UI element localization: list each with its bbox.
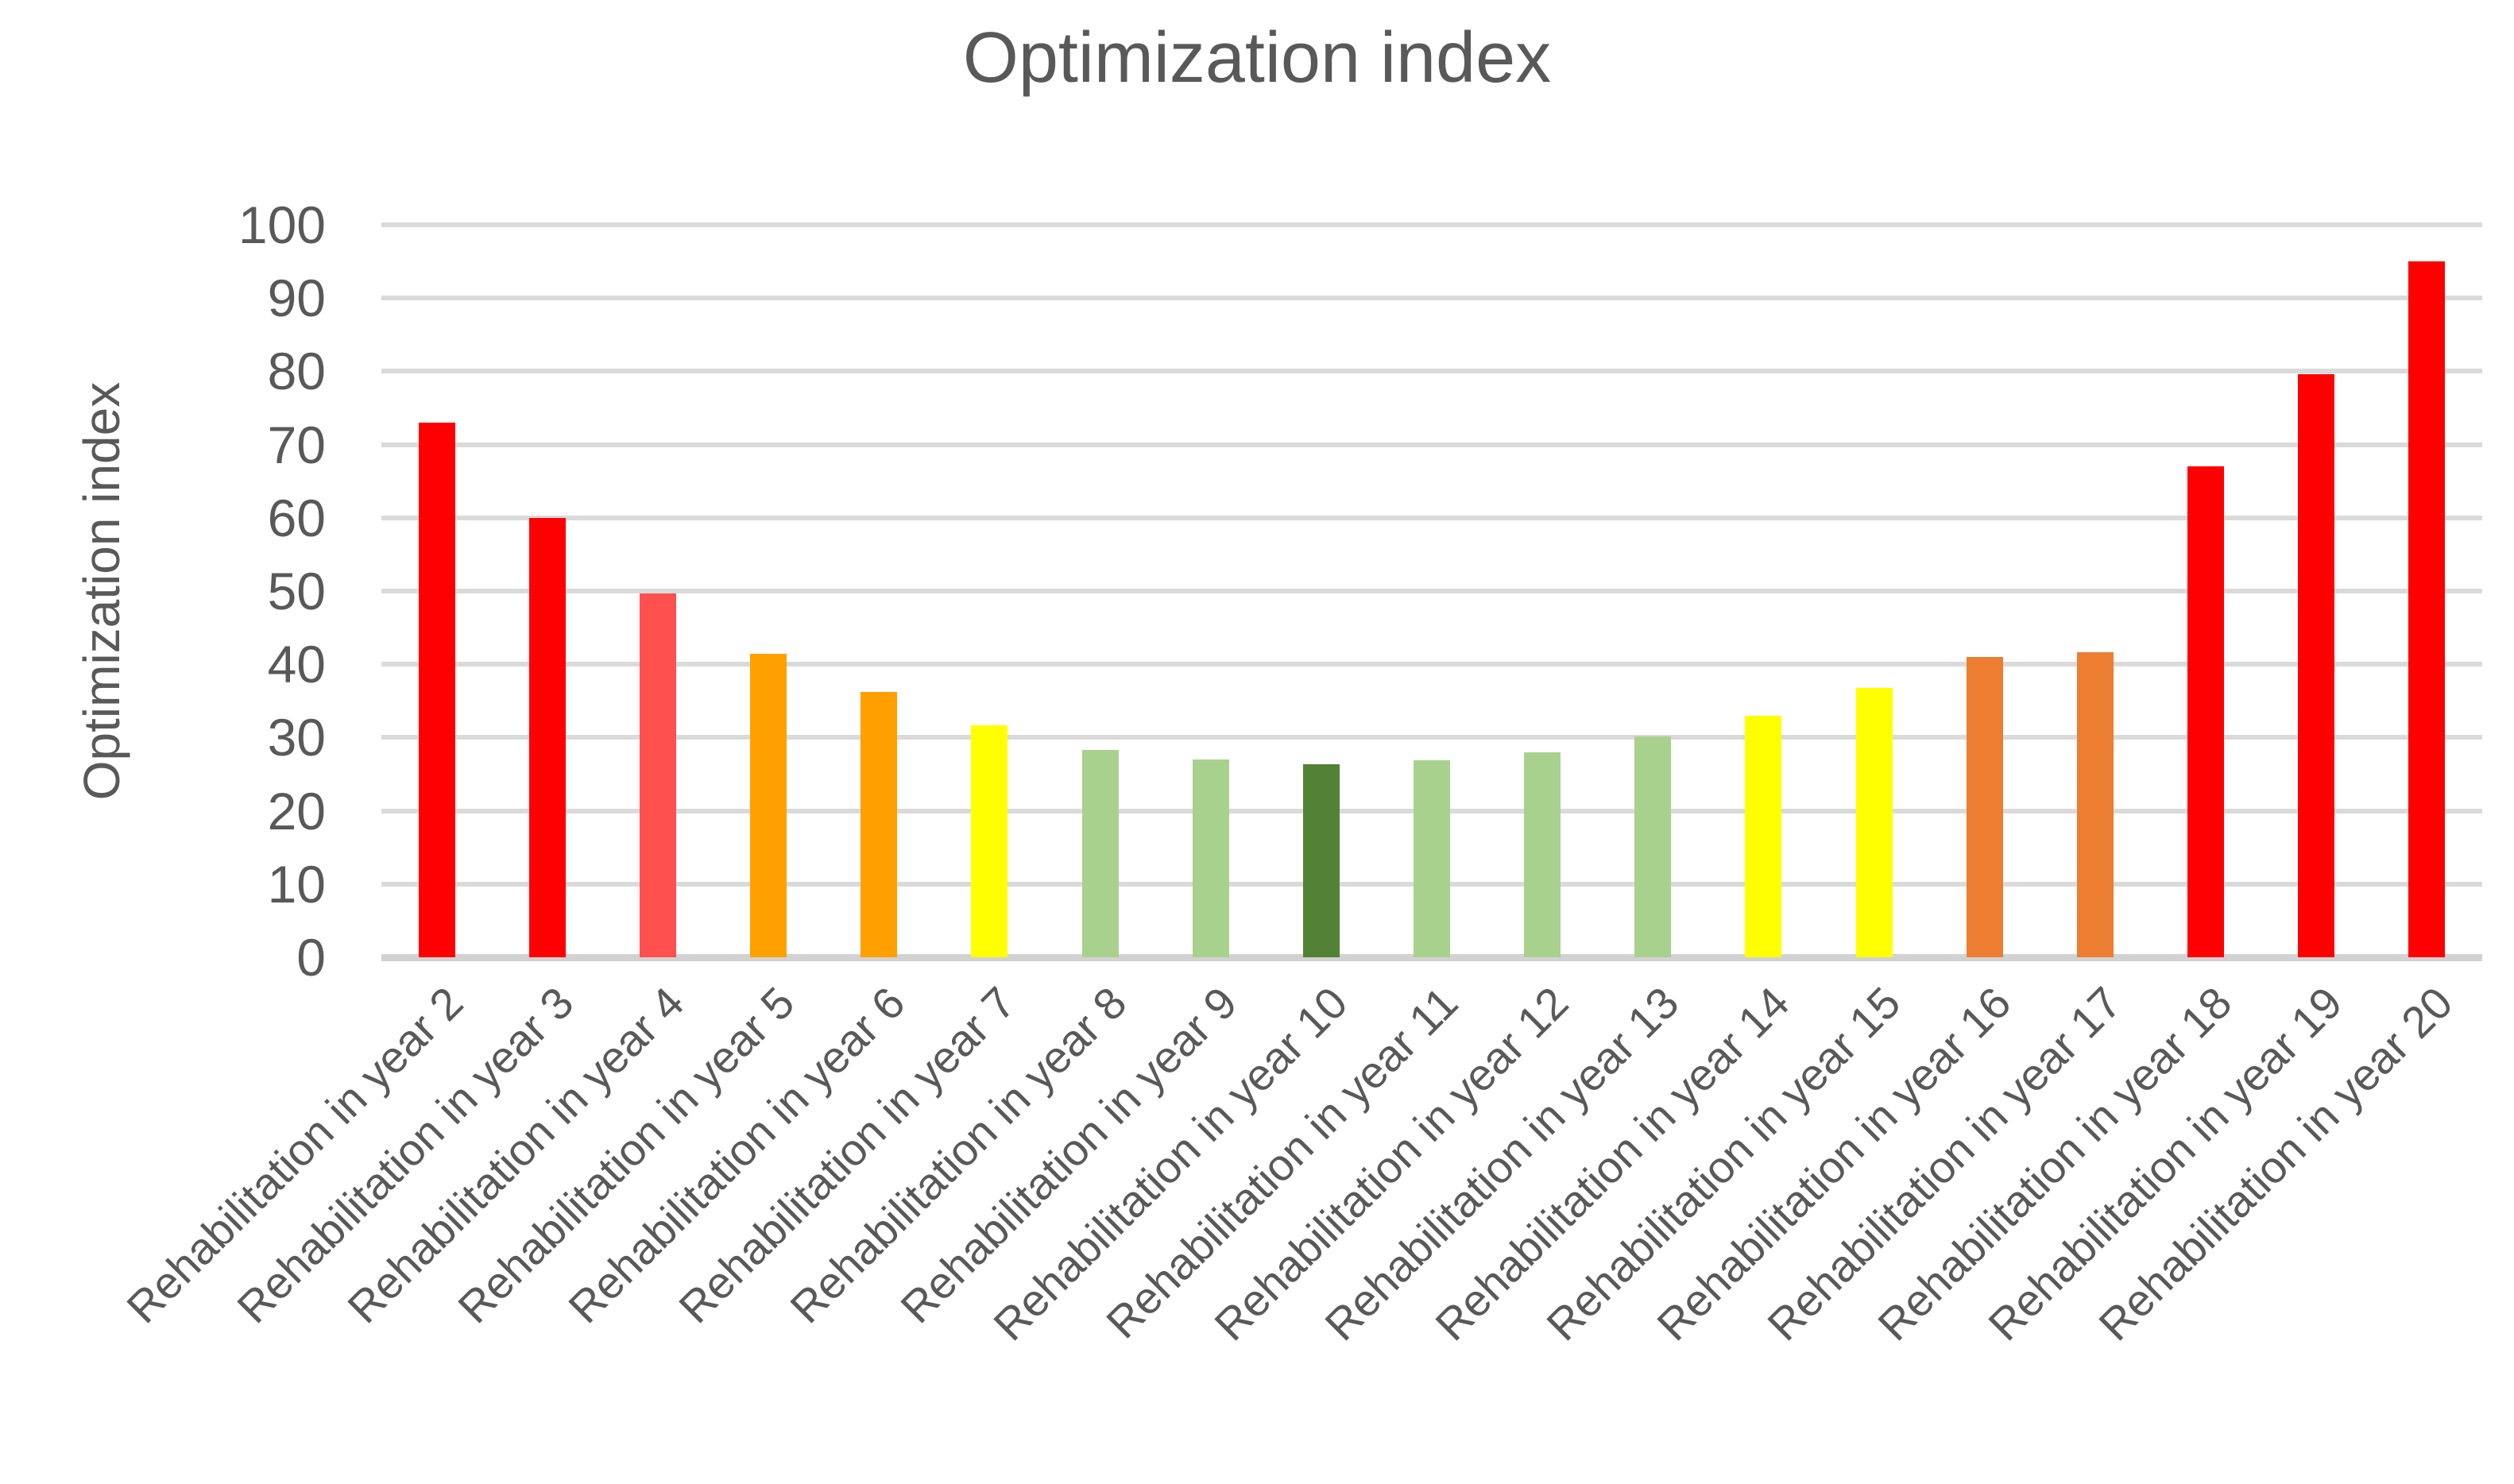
bar-rehabilitation-in-year-14: [1745, 715, 1782, 957]
gridline-50: [381, 589, 2482, 593]
bar-rehabilitation-in-year-3: [528, 517, 566, 957]
gridline-80: [381, 369, 2482, 374]
gridline-40: [381, 662, 2482, 667]
gridline-30: [381, 735, 2482, 740]
bar-rehabilitation-in-year-20: [2408, 261, 2446, 957]
y-tick-label-0: 0: [296, 928, 326, 987]
gridline-100: [381, 222, 2482, 227]
y-tick-label-10: 10: [267, 854, 326, 914]
y-axis-tick-labels: 0 10 20 30 40 50 60 70 80 90 100: [111, 199, 326, 984]
gridline-90: [381, 296, 2482, 301]
y-tick-label-40: 40: [267, 635, 326, 694]
bar-rehabilitation-in-year-7: [971, 725, 1008, 957]
y-tick-label-80: 80: [267, 342, 326, 401]
y-tick-label-100: 100: [238, 195, 326, 254]
bar-rehabilitation-in-year-6: [861, 692, 898, 957]
bar-rehabilitation-in-year-15: [1855, 687, 1893, 957]
x-axis-category-labels: Rehabilitation in year 2 Rehabilitation i…: [117, 977, 2482, 1484]
bar-rehabilitation-in-year-11: [1414, 759, 1450, 957]
chart-title: Optimization index: [962, 18, 1552, 98]
bar-rehabilitation-in-year-12: [1524, 752, 1561, 957]
bar-rehabilitation-in-year-9: [1192, 759, 1229, 957]
bar-rehabilitation-in-year-16: [1966, 656, 2003, 957]
gridline-60: [381, 515, 2482, 520]
bar-rehabilitation-in-year-10: [1302, 763, 1340, 957]
bar-rehabilitation-in-year-2: [418, 422, 455, 957]
bar-rehabilitation-in-year-8: [1081, 750, 1119, 957]
y-tick-label-90: 90: [267, 269, 326, 328]
gridline-70: [381, 442, 2482, 447]
bar-rehabilitation-in-year-5: [750, 654, 787, 957]
y-tick-label-20: 20: [267, 781, 326, 841]
plot-area: [381, 222, 2482, 961]
bar-rehabilitation-in-year-17: [2076, 652, 2114, 957]
bar-rehabilitation-in-year-4: [639, 593, 676, 957]
y-tick-label-70: 70: [267, 415, 326, 474]
bar-rehabilitation-in-year-13: [1634, 736, 1672, 957]
bar-rehabilitation-in-year-18: [2187, 466, 2225, 957]
y-tick-label-60: 60: [267, 488, 326, 547]
bar-rehabilitation-in-year-19: [2298, 374, 2335, 957]
y-tick-label-50: 50: [267, 562, 326, 620]
x-axis-line: [381, 953, 2482, 961]
y-tick-label-30: 30: [267, 708, 326, 767]
